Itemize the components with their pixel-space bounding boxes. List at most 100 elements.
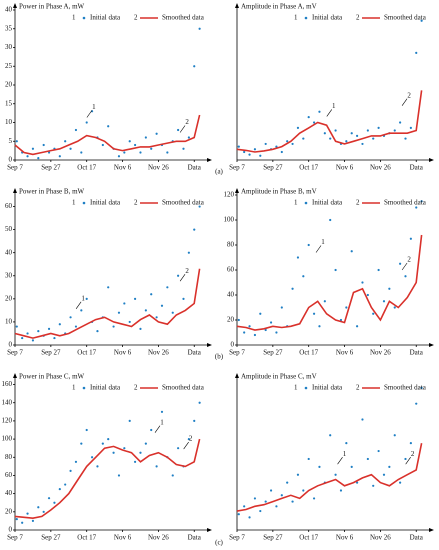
legend-marker (82, 201, 86, 205)
data-point (187, 251, 190, 254)
data-point (31, 339, 35, 342)
y-tick-label: 15 (5, 99, 13, 107)
data-point (334, 268, 337, 272)
data-point (237, 145, 240, 148)
data-point (58, 323, 61, 326)
data-point (302, 489, 305, 492)
x-tick-label: Oct 17 (77, 164, 96, 172)
data-point (26, 332, 29, 335)
data-point (259, 312, 262, 315)
data-point (415, 206, 418, 209)
data-point (21, 336, 24, 340)
data-point (264, 142, 267, 146)
y-tick-label: 20 (5, 507, 13, 515)
data-point (399, 481, 402, 484)
chart-panel: Power in Phase A, mW 0 5 10 15 20 25 30 35 40 Sep … (5, 3, 212, 172)
data-point (409, 126, 412, 129)
data-point (323, 132, 326, 135)
data-point (253, 497, 257, 500)
legend-label: Smoothed data (384, 199, 427, 207)
data-point (307, 243, 310, 247)
data-point (90, 456, 94, 459)
data-point (291, 142, 294, 146)
data-point (302, 137, 305, 140)
y-tick-label: 40 (227, 291, 235, 299)
data-point (366, 457, 369, 461)
data-point (253, 148, 257, 151)
data-point (382, 300, 386, 303)
data-point (47, 497, 51, 500)
y-tick-label: 120 (2, 417, 13, 425)
y-tick-label: 0 (231, 341, 235, 349)
x-tick-label: Oct 17 (77, 349, 96, 357)
y-tick-label: 100 (2, 435, 13, 443)
data-point (42, 510, 45, 513)
data-point (171, 311, 174, 314)
data-point (318, 110, 321, 113)
y-tick-label: 60 (5, 202, 13, 210)
data-point (361, 418, 364, 421)
x-tick-label: Sep 27 (41, 349, 61, 357)
data-point (96, 465, 99, 468)
annotation-pointer (179, 125, 186, 133)
chart-panel: Amplitude in Phase B, mV 0 20 40 60 80 100 120 S… (224, 188, 434, 357)
data-point (259, 154, 262, 157)
data-point (31, 147, 35, 150)
data-point (117, 311, 121, 314)
annotation-pointer (401, 98, 408, 106)
data-point (123, 302, 126, 305)
annotation: 1 (332, 102, 336, 110)
data-point (15, 517, 18, 521)
data-point (47, 327, 51, 330)
legend-label: Smoothed data (162, 199, 205, 207)
chart-title: Amplitude in Phase C, mV (241, 373, 317, 381)
legend-number: 2 (356, 199, 360, 207)
data-point (280, 306, 283, 309)
annotation-pointer (315, 245, 322, 253)
data-point (150, 293, 153, 296)
data-point (144, 309, 147, 312)
data-point (366, 293, 369, 297)
smoothed-line (236, 90, 423, 153)
y-tick-label: 10 (5, 318, 13, 326)
smoothed-line (14, 438, 201, 520)
annotation-pointer (183, 441, 189, 450)
legend-number: 2 (356, 384, 360, 392)
data-point (355, 325, 359, 328)
data-point (312, 312, 316, 315)
annotation: 1 (81, 294, 85, 302)
data-point (133, 143, 137, 147)
data-point (296, 126, 300, 129)
annotation: 2 (185, 267, 189, 275)
y-tick-label: 0 (9, 526, 13, 534)
data-point (112, 451, 115, 454)
y-tick-label: 0 (9, 341, 13, 349)
x-tick-label: Oct 17 (299, 349, 318, 357)
x-tick-label: Nov 26 (370, 534, 391, 542)
x-tick-label: Sep 7 (229, 164, 245, 172)
data-point (345, 306, 348, 309)
chart-title: Power in Phase B, mW (19, 188, 85, 196)
x-tick-label: Data (410, 534, 424, 542)
x-tick-label: Sep 27 (263, 164, 283, 172)
y-tick-label: 30 (5, 271, 13, 279)
y-tick-label: 100 (224, 216, 235, 224)
x-tick-label: Sep 27 (41, 164, 61, 172)
legend-number: 1 (72, 199, 76, 207)
x-tick-label: Nov 26 (148, 349, 169, 357)
data-point (128, 140, 131, 143)
x-axis-arrow (207, 343, 212, 347)
x-tick-label: Data (188, 164, 202, 172)
data-point (42, 143, 45, 147)
x-tick-label: Data (188, 349, 202, 357)
data-point (166, 151, 169, 154)
data-point (198, 27, 201, 30)
data-point (74, 460, 78, 463)
legend-marker (304, 386, 308, 390)
data-point (286, 481, 289, 484)
x-tick-label: Sep 27 (41, 534, 61, 542)
data-point (345, 442, 348, 445)
data-point (177, 128, 180, 132)
data-point (307, 116, 310, 119)
legend-marker (82, 16, 86, 20)
